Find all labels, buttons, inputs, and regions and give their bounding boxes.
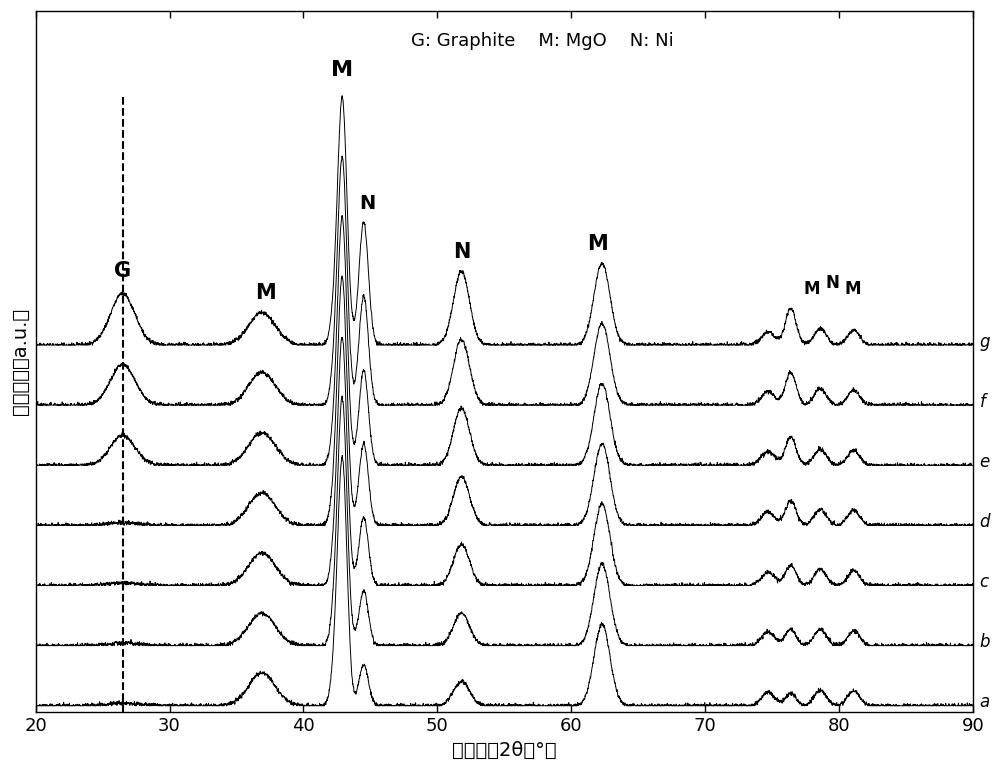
Text: N: N bbox=[360, 194, 376, 213]
Text: G: Graphite    M: MgO    N: Ni: G: Graphite M: MgO N: Ni bbox=[411, 32, 673, 50]
Text: M: M bbox=[844, 281, 861, 298]
Text: M: M bbox=[588, 234, 608, 254]
Text: b: b bbox=[980, 633, 990, 651]
Text: M: M bbox=[804, 281, 820, 298]
Y-axis label: 衍射强度（a.u.）: 衍射强度（a.u.） bbox=[11, 308, 30, 416]
Text: f: f bbox=[980, 393, 985, 411]
Text: g: g bbox=[980, 333, 990, 351]
Text: N: N bbox=[825, 274, 839, 291]
Text: M: M bbox=[331, 60, 353, 79]
X-axis label: 衍射角度2θ（°）: 衍射角度2θ（°） bbox=[452, 741, 557, 760]
Text: c: c bbox=[980, 573, 989, 591]
Text: d: d bbox=[980, 513, 990, 531]
Text: N: N bbox=[453, 242, 470, 262]
Text: a: a bbox=[980, 693, 990, 712]
Text: G: G bbox=[114, 261, 131, 281]
Text: e: e bbox=[980, 453, 990, 471]
Text: M: M bbox=[256, 283, 276, 303]
